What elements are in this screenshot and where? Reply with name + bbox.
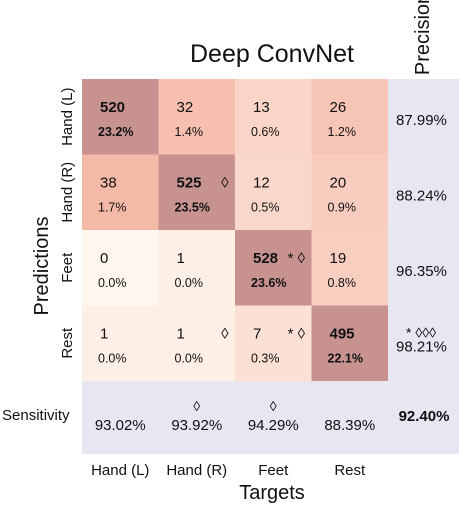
cell-count-r0-c3: 26	[330, 99, 347, 116]
row-tick-2: Feet	[59, 252, 76, 283]
cell-r3-c1	[158, 305, 236, 382]
cell-count-r0-c1: 32	[177, 99, 194, 116]
cell-count-r0-c2: 13	[253, 99, 270, 116]
cell-percent-r2-c0: 0.0%	[98, 276, 127, 290]
cell-count-r1-c3: 20	[330, 175, 347, 192]
column-tick-3: Rest	[334, 462, 366, 479]
cell-count-r2-c3: 19	[330, 250, 347, 267]
precision-r0: 87.99%	[396, 112, 447, 129]
cell-percent-r1-c3: 0.9%	[328, 201, 357, 215]
cell-r0-c0	[82, 79, 159, 155]
precision-r1: 88.24%	[396, 188, 447, 205]
cell-count-r0-c0: 520	[100, 99, 125, 116]
cell-percent-r1-c1: 23.5%	[175, 201, 210, 215]
cell-percent-r1-c2: 0.5%	[251, 201, 280, 215]
cell-r3-c0	[82, 305, 159, 382]
chart-title: Deep ConvNet	[190, 40, 354, 68]
cell-count-r2-c0: 0	[100, 250, 108, 267]
precision-r2: 96.35%	[396, 263, 447, 280]
column-tick-2: Feet	[258, 462, 289, 479]
cell-count-r3-c2: 7	[253, 326, 261, 343]
cell-percent-r3-c3: 22.1%	[328, 352, 363, 366]
sensitivity-c0: 93.02%	[95, 417, 146, 434]
x-axis-label: Targets	[239, 482, 305, 504]
sensitivity-c1: 93.92%	[171, 417, 222, 434]
cell-count-r1-c0: 38	[100, 175, 117, 192]
column-tick-1: Hand (R)	[166, 462, 227, 479]
precision-header: Precision	[412, 0, 434, 75]
cell-percent-r2-c3: 0.8%	[328, 276, 357, 290]
cell-marker-r2-c2: * ◊	[288, 250, 306, 267]
sensitivity-c2: 94.29%	[248, 417, 299, 434]
cell-percent-r0-c3: 1.2%	[328, 125, 357, 139]
cell-count-r3-c1: 1	[177, 326, 185, 343]
cell-count-r1-c1: 525	[177, 175, 202, 192]
precision-r3: 98.21%	[396, 339, 447, 356]
cell-percent-r1-c0: 1.7%	[98, 201, 127, 215]
cell-r1-c0	[82, 154, 159, 231]
cell-count-r1-c2: 12	[253, 175, 270, 192]
row-tick-1: Hand (R)	[59, 162, 76, 223]
cell-r2-c2	[235, 230, 312, 306]
cell-r0-c1	[158, 79, 236, 155]
overall-accuracy: 92.40%	[399, 408, 450, 425]
cell-r1-c2	[235, 154, 312, 231]
cell-marker-r3-c2: * ◊	[288, 326, 306, 343]
cell-r2-c0	[82, 230, 159, 306]
cell-percent-r3-c1: 0.0%	[175, 352, 204, 366]
sensitivity-label: Sensitivity	[2, 407, 70, 424]
cell-r0-c3	[311, 79, 389, 155]
row-tick-3: Rest	[59, 327, 76, 359]
sensitivity-c3: 88.39%	[324, 417, 375, 434]
precision-column	[388, 79, 459, 382]
sensitivity-marker-c2: ◊	[270, 398, 277, 414]
cell-r2-c3	[311, 230, 389, 306]
cell-count-r3-c0: 1	[100, 326, 108, 343]
cell-percent-r3-c0: 0.0%	[98, 352, 127, 366]
cell-r3-c2	[235, 305, 312, 382]
cell-percent-r2-c2: 23.6%	[251, 276, 286, 290]
cell-r2-c1	[158, 230, 236, 306]
cell-percent-r2-c1: 0.0%	[175, 276, 204, 290]
cell-r0-c2	[235, 79, 312, 155]
sensitivity-marker-c1: ◊	[193, 398, 200, 414]
cell-percent-r0-c0: 23.2%	[98, 125, 133, 139]
cell-percent-r3-c2: 0.3%	[251, 352, 280, 366]
cell-marker-r3-c1: ◊	[221, 326, 229, 343]
cell-count-r2-c1: 1	[177, 250, 185, 267]
y-axis-label: Predictions	[31, 217, 53, 316]
sensitivity-row	[82, 381, 459, 454]
cell-percent-r0-c2: 0.6%	[251, 125, 280, 139]
cell-count-r2-c2: 528	[253, 250, 278, 267]
column-tick-0: Hand (L)	[91, 462, 149, 479]
row-tick-0: Hand (L)	[59, 88, 76, 146]
cell-r3-c3	[311, 305, 389, 382]
cell-percent-r0-c1: 1.4%	[175, 125, 204, 139]
cell-marker-r1-c1: ◊	[221, 175, 229, 192]
cell-r1-c3	[311, 154, 389, 231]
cell-r1-c1	[158, 154, 236, 231]
precision-marker-r3: * ◊◊◊	[406, 325, 436, 341]
cell-count-r3-c3: 495	[330, 326, 355, 343]
